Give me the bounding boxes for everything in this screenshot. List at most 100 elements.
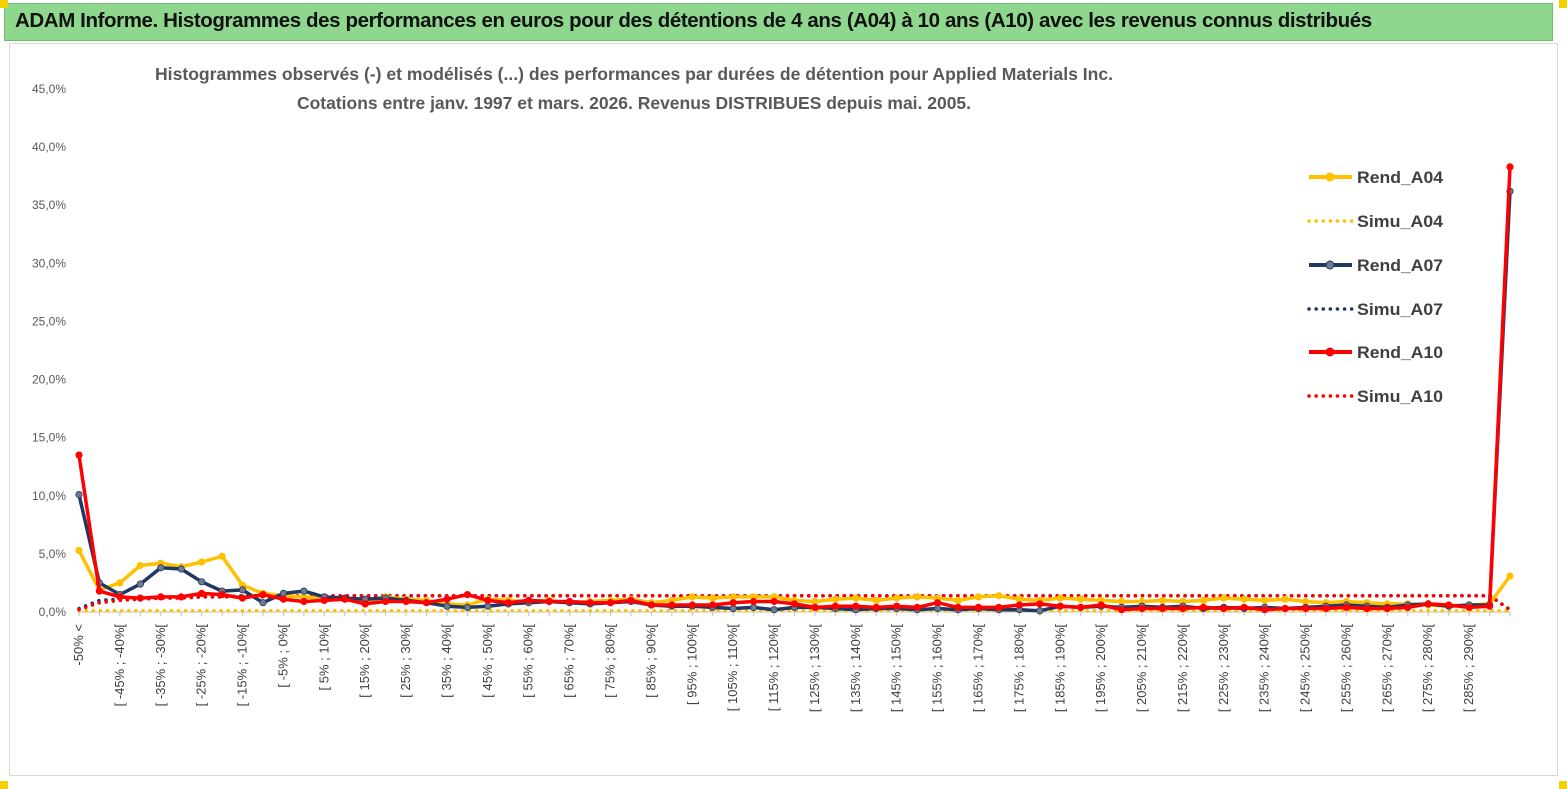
legend-label: Simu_A07 <box>1357 300 1443 319</box>
data-point <box>933 599 942 607</box>
legend-label: Rend_A07 <box>1357 256 1443 275</box>
data-point <box>484 596 492 605</box>
data-point <box>1036 600 1044 608</box>
data-point <box>1322 604 1330 613</box>
x-tick-label: [ -15% ; -10%[ <box>235 624 250 707</box>
data-point <box>831 602 840 610</box>
data-point <box>443 602 451 610</box>
data-point <box>402 597 410 606</box>
x-tick-label: [ 255% ; 260%[ <box>1338 624 1353 713</box>
x-tick-label: [ 55% ; 60%[ <box>521 624 536 698</box>
data-point <box>504 599 512 607</box>
x-tick-label: [ 15% ; 20%[ <box>357 624 372 698</box>
corner-mark <box>1559 781 1567 789</box>
y-tick-label: 10,0% <box>32 489 66 503</box>
data-point <box>872 603 880 612</box>
data-point <box>525 596 533 605</box>
data-point <box>1077 595 1085 603</box>
x-tick-label: [ 185% ; 190%[ <box>1052 624 1067 713</box>
y-tick-label: 40,0% <box>32 140 66 154</box>
data-point <box>320 596 328 605</box>
data-point <box>1363 604 1371 613</box>
legend-marker <box>1325 347 1335 357</box>
data-point <box>1424 600 1432 608</box>
y-tick-label: 35,0% <box>32 198 66 212</box>
data-point <box>1506 572 1514 580</box>
data-point <box>974 603 983 612</box>
x-tick-label: [ 205% ; 210%[ <box>1134 624 1149 713</box>
data-point <box>259 599 267 607</box>
data-point <box>1158 604 1167 613</box>
y-tick-label: 0,0% <box>39 605 67 619</box>
data-point <box>954 596 962 605</box>
data-point <box>75 490 83 499</box>
x-tick-label: [ 95% ; 100%[ <box>684 624 699 705</box>
data-point <box>341 595 349 603</box>
rend-a10-line <box>77 166 1512 612</box>
x-tick-label: [ 275% ; 280%[ <box>1420 624 1435 713</box>
title-background <box>150 58 1122 124</box>
data-point <box>1261 606 1269 614</box>
x-tick-label: [ -25% ; -20%[ <box>194 624 209 707</box>
y-tick-label: 25,0% <box>32 314 66 328</box>
data-point <box>443 595 451 603</box>
legend-marker <box>1325 260 1335 270</box>
corner-mark <box>0 0 8 8</box>
data-point <box>1158 596 1167 605</box>
chart-title: Histogrammes observés (-) et modélisés (… <box>155 64 1113 84</box>
data-point <box>1199 603 1208 612</box>
data-point <box>749 603 758 612</box>
data-point <box>1138 604 1146 613</box>
data-point <box>136 561 144 570</box>
data-point <box>1118 606 1126 614</box>
data-point <box>116 579 124 587</box>
x-tick-label: [ 285% ; 290%[ <box>1461 624 1476 713</box>
y-tick-label: 15,0% <box>32 431 66 445</box>
data-point <box>361 600 369 608</box>
chart-subtitle: Cotations entre janv. 1997 et mars. 2026… <box>297 93 971 113</box>
data-point <box>259 590 267 599</box>
x-tick-label: [ 115% ; 120%[ <box>766 624 781 712</box>
data-point <box>198 578 206 586</box>
x-tick-label: [ 35% ; 40%[ <box>439 624 454 698</box>
legend-label: Rend_A10 <box>1357 343 1443 362</box>
x-tick-label: [ 75% ; 80%[ <box>603 624 618 698</box>
corner-mark <box>1559 0 1567 8</box>
x-tick-label: [ 225% ; 230%[ <box>1216 624 1231 713</box>
data-point <box>893 602 901 610</box>
data-point <box>586 599 594 607</box>
rend-a07-line <box>77 191 1512 613</box>
data-point <box>831 595 840 603</box>
x-tick-label: [ 5% ; 10%[ <box>316 624 331 691</box>
legend-label: Rend_A04 <box>1357 168 1444 187</box>
data-point <box>1486 602 1494 610</box>
x-tick-label: -50% < <box>71 624 86 666</box>
data-point <box>1118 597 1126 606</box>
x-tick-label: [ 125% ; 130%[ <box>807 624 822 713</box>
data-point <box>688 601 696 609</box>
data-point <box>565 597 574 606</box>
data-point <box>238 594 247 602</box>
x-tick-label: [ 45% ; 50%[ <box>480 624 495 698</box>
data-point <box>95 587 104 595</box>
data-point <box>1097 601 1105 609</box>
chart-frame <box>9 43 1558 776</box>
data-point <box>811 603 819 612</box>
x-tick-label: [ 265% ; 270%[ <box>1379 624 1394 713</box>
data-point <box>606 599 615 607</box>
data-point <box>381 597 390 606</box>
data-point <box>75 451 83 459</box>
data-point <box>218 552 226 560</box>
data-point <box>1465 603 1473 612</box>
data-point <box>177 593 185 601</box>
data-point <box>995 592 1003 600</box>
data-point <box>1240 595 1248 603</box>
data-point <box>300 597 308 606</box>
data-point <box>770 597 778 606</box>
data-point <box>75 546 83 555</box>
data-point <box>770 606 778 614</box>
data-point <box>647 601 656 609</box>
legend-marker <box>1325 172 1335 182</box>
